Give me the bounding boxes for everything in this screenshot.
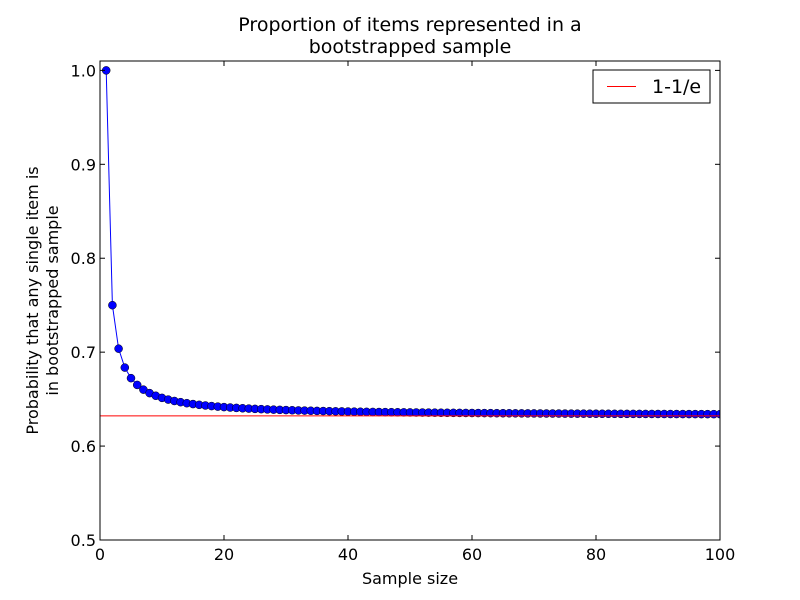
y-tick-label: 0.8	[71, 249, 96, 268]
y-axis-label-line: in bootstrapped sample	[43, 205, 62, 395]
y-tick-label: 0.9	[71, 155, 96, 174]
legend: 1-1/e	[592, 69, 711, 104]
x-tick-label: 100	[705, 545, 736, 564]
data-point	[120, 363, 130, 372]
x-tick-label: 0	[95, 545, 105, 564]
chart-title-line: Proportion of items represented in a	[238, 14, 581, 36]
data-point	[126, 373, 136, 383]
data-point	[132, 380, 142, 390]
y-axis-label-line: Probability that any single item is	[23, 166, 42, 434]
x-tick-label: 80	[586, 545, 606, 564]
x-tick-label: 20	[214, 545, 234, 564]
y-tick-label: 0.7	[71, 343, 96, 362]
plot-area	[100, 66, 720, 419]
data-point	[108, 300, 117, 310]
data-point	[114, 344, 123, 353]
y-tick-label: 0.6	[71, 437, 96, 456]
series-line	[105, 70, 720, 415]
y-axis-label: Probability that any single item is in bo…	[23, 166, 62, 434]
legend-label: 1-1/e	[652, 76, 701, 98]
x-tick-label: 40	[338, 545, 358, 564]
plot-frame	[99, 60, 721, 541]
axis-ticks: 0 20 40 60 80 100 0.5 0.6 0.7 0.8 0.9 1.0	[71, 61, 736, 564]
y-tick-label: 0.5	[71, 531, 96, 550]
chart-title-line: bootstrapped sample	[309, 36, 512, 58]
y-tick-label: 1.0	[71, 61, 96, 80]
chart-title: Proportion of items represented in aboot…	[238, 14, 581, 58]
x-axis-label: Sample size	[362, 569, 458, 588]
x-tick-label: 60	[462, 545, 482, 564]
